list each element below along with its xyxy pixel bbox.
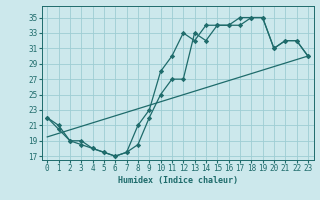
X-axis label: Humidex (Indice chaleur): Humidex (Indice chaleur) — [118, 176, 237, 185]
